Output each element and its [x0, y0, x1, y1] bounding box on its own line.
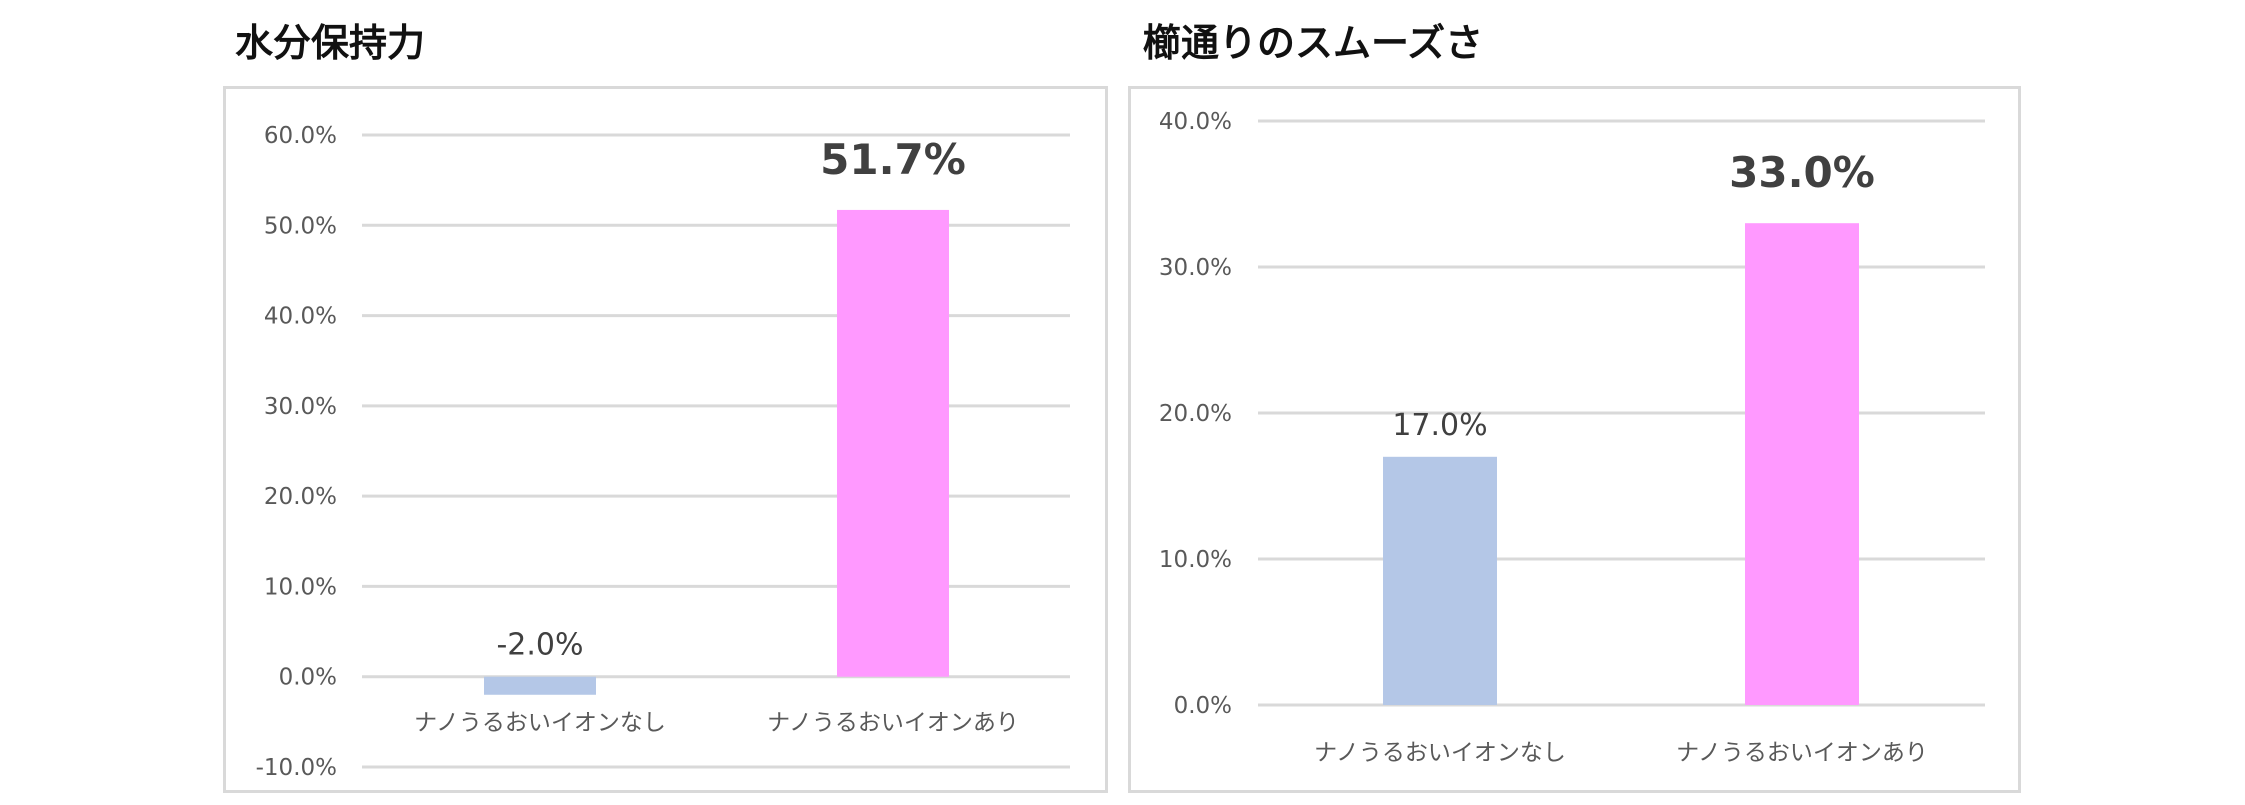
water-retention-y-tick-label: 10.0% — [264, 574, 337, 600]
water-retention-y-tick-label: 0.0% — [279, 665, 337, 691]
comb-smoothness-bar — [1383, 456, 1497, 705]
comb-smoothness-category-label: ナノうるおいイオンなし — [1314, 740, 1566, 766]
water-retention-y-tick-label: 60.0% — [264, 123, 337, 149]
comb-smoothness-category-label: ナノうるおいイオンあり — [1676, 740, 1928, 766]
chart-frame-water-retention — [223, 86, 1108, 793]
comb-smoothness-y-tick-label: 0.0% — [1174, 693, 1232, 719]
comb-smoothness-y-tick-label: 40.0% — [1159, 109, 1232, 135]
water-retention-y-tick-label: 40.0% — [264, 304, 337, 330]
water-retention-bar — [837, 209, 949, 677]
comb-smoothness-bar — [1745, 223, 1859, 705]
water-retention-category-label: ナノうるおいイオンあり — [767, 710, 1019, 736]
water-retention-y-tick-label: 50.0% — [264, 213, 337, 239]
comb-smoothness-data-label: 17.0% — [1392, 408, 1487, 443]
water-retention-data-label: 51.7% — [820, 135, 966, 184]
chart-frame-comb-smoothness — [1128, 86, 2021, 793]
chart-title-comb-smoothness: 櫛通りのスムーズさ — [1143, 21, 1484, 65]
water-retention-y-tick-label: -10.0% — [256, 755, 337, 781]
comb-smoothness-data-label: 33.0% — [1729, 148, 1875, 197]
chart-title-water-retention: 水分保持力 — [235, 21, 426, 65]
water-retention-category-label: ナノうるおいイオンなし — [414, 710, 666, 736]
water-retention-y-tick-label: 20.0% — [264, 484, 337, 510]
comb-smoothness-y-tick-label: 10.0% — [1159, 547, 1232, 573]
comb-smoothness-y-tick-label: 30.0% — [1159, 255, 1232, 281]
comb-smoothness-y-tick-label: 20.0% — [1159, 401, 1232, 427]
water-retention-y-tick-label: 30.0% — [264, 394, 337, 420]
water-retention-bar — [484, 676, 596, 695]
water-retention-data-label: -2.0% — [496, 628, 583, 663]
